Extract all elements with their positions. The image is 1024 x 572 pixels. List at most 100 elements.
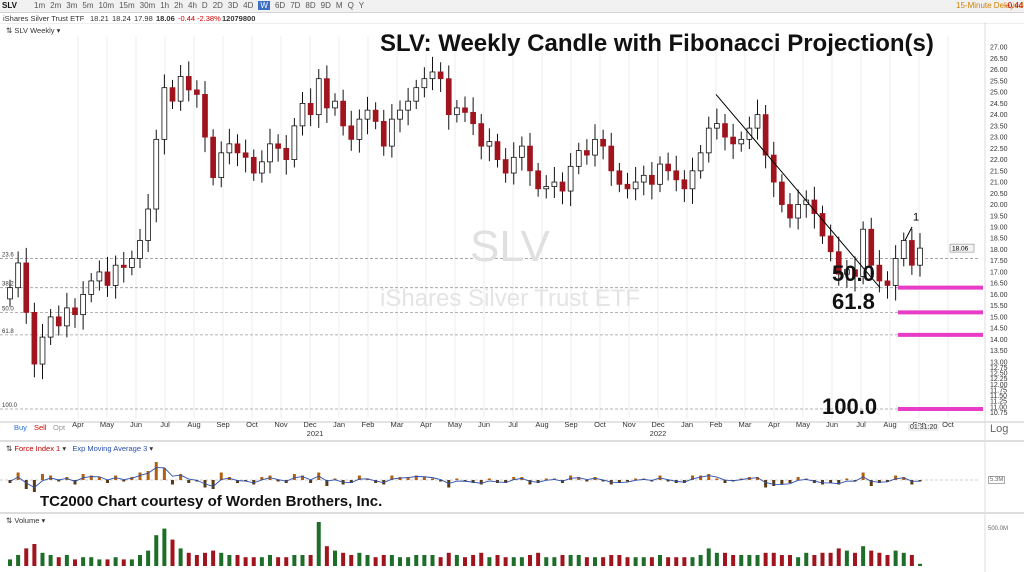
- watermark-name: iShares Silver Trust ETF: [380, 285, 641, 312]
- timeframe-D[interactable]: D: [201, 1, 208, 10]
- force-bar: [585, 480, 589, 482]
- timeframe-4D[interactable]: 4D: [243, 1, 254, 10]
- timeframe-Q[interactable]: Q: [347, 1, 354, 10]
- timeframe-3D[interactable]: 3D: [227, 1, 239, 10]
- timeframe-2h[interactable]: 2h: [174, 1, 183, 10]
- trendline: [715, 94, 881, 288]
- timeframe-7D[interactable]: 7D: [290, 1, 301, 10]
- timeframe-9D[interactable]: 9D: [320, 1, 331, 10]
- timeframe-8D[interactable]: 8D: [305, 1, 316, 10]
- volume-bar: [16, 555, 21, 566]
- volume-bar: [8, 559, 12, 566]
- volume-bar: [625, 557, 630, 566]
- volume-bar: [357, 552, 362, 566]
- timeframe-4h[interactable]: 4h: [188, 1, 197, 10]
- candle-body: [730, 136, 736, 145]
- sell-button[interactable]: Sell: [34, 423, 47, 432]
- force-panel-header[interactable]: ⇅ Force Index 1 ▾ Exp Moving Average 3 ▾: [6, 444, 154, 453]
- symbol-label[interactable]: SLV: [2, 1, 17, 10]
- timeframe-6D[interactable]: 6D: [274, 1, 286, 10]
- volume-bar: [251, 557, 256, 566]
- timeframe-2m[interactable]: 2m: [50, 1, 62, 10]
- candle-body: [551, 181, 558, 187]
- volume-bar: [576, 555, 581, 566]
- candle-body: [259, 161, 265, 174]
- force-bar: [471, 480, 475, 483]
- force-bar: [122, 480, 126, 482]
- timeframe-15m[interactable]: 15m: [119, 1, 135, 10]
- x-tick-label: Sep: [564, 420, 577, 429]
- timeframe-10m[interactable]: 10m: [98, 1, 115, 10]
- force-bar: [821, 480, 824, 485]
- force-bar: [24, 480, 28, 489]
- volume-bar: [844, 550, 849, 566]
- force-bar: [764, 480, 768, 488]
- force-bar: [106, 480, 109, 483]
- volume-bar: [714, 552, 719, 566]
- volume-bar: [227, 555, 232, 566]
- candle-body: [437, 71, 444, 80]
- volume-panel-header[interactable]: ⇅ Volume ▾: [6, 516, 46, 525]
- timeframe-1h[interactable]: 1h: [160, 1, 170, 10]
- volume-bar: [129, 559, 134, 566]
- candle-body: [299, 103, 306, 127]
- y-tick-label: 23.50: [990, 123, 1008, 130]
- force-bar: [634, 478, 638, 480]
- timeframe-W[interactable]: W: [258, 1, 270, 10]
- volume-bar: [438, 557, 443, 566]
- candle-body: [884, 280, 891, 286]
- timeframe-5m[interactable]: 5m: [82, 1, 94, 10]
- opt-button[interactable]: Opt: [53, 423, 66, 432]
- force-bar: [504, 480, 508, 483]
- y-tick-label: 19.50: [990, 213, 1008, 220]
- candle-body: [145, 208, 151, 241]
- buy-button[interactable]: Buy: [14, 423, 27, 432]
- force-bar: [211, 480, 215, 489]
- candle-body: [478, 123, 485, 147]
- volume-bar: [658, 555, 662, 566]
- force-bar: [691, 475, 694, 480]
- timeframe-M[interactable]: M: [335, 1, 343, 10]
- candle-body: [827, 235, 834, 253]
- volume-axis-tag: 500.0M: [988, 526, 1009, 532]
- candle-body: [738, 138, 745, 145]
- y-tick-label: 15.00: [990, 314, 1008, 321]
- x-tick-label: Aug: [187, 420, 200, 429]
- timeframe-Y[interactable]: Y: [358, 1, 365, 10]
- force-bar: [414, 475, 418, 480]
- candle-body: [624, 183, 631, 190]
- x-tick-label: May: [796, 420, 810, 429]
- volume-bar: [666, 557, 671, 566]
- candle-body: [714, 123, 720, 129]
- timeframe-3m[interactable]: 3m: [66, 1, 78, 10]
- candle-body: [844, 269, 850, 275]
- volume-bar: [755, 555, 760, 566]
- timeframe-1m[interactable]: 1m: [34, 1, 46, 10]
- volume-bar: [536, 552, 541, 566]
- volume-bar: [893, 550, 898, 566]
- volume-bar: [698, 555, 703, 566]
- volume-bar: [308, 555, 313, 566]
- fib-label-100: 100.0: [822, 394, 878, 419]
- timeframe-2D[interactable]: 2D: [212, 1, 223, 10]
- watermark-symbol: SLV: [470, 222, 550, 271]
- candle-body: [169, 87, 176, 102]
- candle-body: [835, 251, 842, 275]
- volume-bar: [617, 555, 622, 566]
- candle-body: [584, 150, 590, 156]
- volume-bar: [154, 535, 159, 566]
- candle-body: [372, 109, 379, 122]
- x-tick-label: Nov: [622, 420, 636, 429]
- volume-bar: [105, 559, 110, 566]
- candle-body: [860, 228, 866, 277]
- candle-body: [23, 262, 30, 313]
- force-bar: [357, 475, 361, 480]
- volume-bar: [186, 552, 191, 566]
- volume-bar: [828, 552, 833, 566]
- price-panel-header[interactable]: ⇅ SLV Weekly ▾: [6, 26, 61, 35]
- y-tick-label: 12.75: [990, 365, 1008, 372]
- volume-bar: [341, 552, 346, 566]
- log-scale-toggle[interactable]: Log: [990, 423, 1009, 435]
- timeframe-30m[interactable]: 30m: [139, 1, 156, 10]
- y-tick-label: 24.00: [990, 112, 1008, 119]
